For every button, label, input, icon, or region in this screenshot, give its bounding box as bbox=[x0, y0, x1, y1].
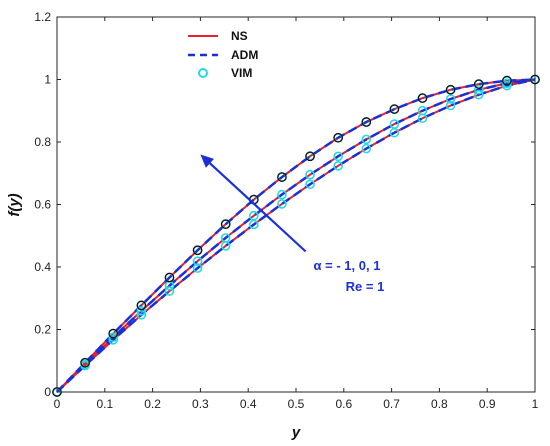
x-tick-label: 0.5 bbox=[288, 397, 305, 411]
vim-marker bbox=[361, 143, 372, 154]
vim-marker bbox=[502, 80, 512, 91]
vim-marker bbox=[108, 335, 119, 345]
legend-adm-label: ADM bbox=[231, 48, 258, 62]
y-tick-label: 0 bbox=[44, 385, 51, 399]
y-tick-label: 0.2 bbox=[34, 323, 51, 337]
vim-marker bbox=[389, 127, 400, 138]
axis-ticks: 0 0.1 0.2 0.3 0.4 0.5 0.6 0.7 0.8 0.9 1 0 0.2 0.4 0.6 0… bbox=[34, 10, 538, 411]
vim-marker bbox=[445, 94, 456, 104]
legend-ns-label: NS bbox=[231, 29, 248, 43]
x-tick-label: 0.9 bbox=[479, 397, 496, 411]
vim-marker bbox=[417, 113, 428, 124]
ns-marker bbox=[164, 272, 175, 283]
vim-marker bbox=[305, 169, 315, 180]
vim-marker bbox=[333, 151, 343, 162]
annotation: α = - 1, 0, 1 Re = 1 bbox=[200, 154, 385, 294]
vim-marker bbox=[136, 306, 147, 316]
ns-marker bbox=[108, 328, 119, 339]
ns-marker bbox=[192, 245, 203, 256]
ns-marker bbox=[502, 75, 512, 86]
x-tick-label: 0.4 bbox=[240, 397, 257, 411]
plot-area bbox=[56, 16, 536, 393]
annotation-line2: Re = 1 bbox=[346, 279, 385, 294]
vim-marker bbox=[192, 263, 203, 273]
ns-marker bbox=[333, 132, 344, 143]
ns-marker bbox=[52, 387, 62, 397]
vim-marker bbox=[136, 310, 147, 320]
y-tick-label: 1.2 bbox=[34, 10, 51, 24]
vim-marker bbox=[333, 161, 343, 171]
ns-marker bbox=[417, 93, 428, 103]
x-tick-label: 0.7 bbox=[383, 397, 400, 411]
ns-marker bbox=[445, 84, 456, 95]
vim-marker bbox=[361, 134, 372, 145]
y-tick-label: 0.6 bbox=[34, 198, 51, 212]
adm-curve bbox=[56, 78, 536, 393]
legend-vim-label: VIM bbox=[231, 66, 252, 80]
x-tick-label: 0.8 bbox=[431, 397, 448, 411]
x-tick-label: 0.1 bbox=[96, 397, 113, 411]
ns-marker bbox=[220, 219, 231, 230]
vim-marker bbox=[80, 360, 90, 371]
vim-marker bbox=[164, 286, 175, 296]
x-axis-label: y bbox=[291, 424, 301, 441]
ns-marker bbox=[305, 151, 315, 162]
x-tick-label: 0.6 bbox=[335, 397, 352, 411]
annotation-arrow bbox=[209, 162, 307, 253]
y-tick-label: 1 bbox=[44, 73, 51, 87]
x-tick-label: 0 bbox=[54, 397, 61, 411]
legend: NS ADM VIM bbox=[188, 29, 258, 80]
vim-marker bbox=[277, 199, 287, 209]
ns-marker bbox=[136, 300, 147, 311]
x-tick-label: 0.3 bbox=[192, 397, 209, 411]
ns-marker bbox=[277, 172, 287, 182]
y-tick-label: 0.8 bbox=[34, 135, 51, 149]
vim-marker bbox=[192, 256, 203, 266]
vim-marker bbox=[249, 219, 259, 230]
ns-marker bbox=[530, 74, 540, 85]
y-axis-label: f(y) bbox=[6, 193, 23, 216]
ns-marker bbox=[361, 117, 372, 127]
vim-marker bbox=[445, 100, 456, 111]
y-tick-label: 0.4 bbox=[34, 260, 51, 274]
ns-marker bbox=[473, 79, 484, 89]
vim-marker bbox=[473, 84, 484, 95]
adm-curve bbox=[56, 78, 536, 393]
vim-marker bbox=[220, 241, 231, 251]
x-tick-label: 0.2 bbox=[144, 397, 161, 411]
annotation-line1: α = - 1, 0, 1 bbox=[314, 258, 381, 273]
ns-marker bbox=[80, 357, 90, 368]
vim-marker bbox=[305, 179, 315, 190]
vim-marker bbox=[473, 89, 484, 100]
x-tick-label: 1 bbox=[532, 397, 539, 411]
ns-marker bbox=[389, 104, 400, 114]
annotation-arrowhead bbox=[200, 154, 215, 168]
legend-vim-marker bbox=[198, 68, 208, 78]
vim-marker bbox=[277, 189, 287, 200]
